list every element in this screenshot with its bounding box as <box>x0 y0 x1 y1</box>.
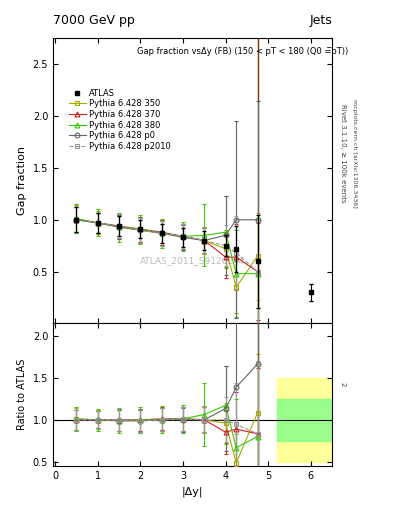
Y-axis label: Ratio to ATLAS: Ratio to ATLAS <box>17 359 27 431</box>
Legend: ATLAS, Pythia 6.428 350, Pythia 6.428 370, Pythia 6.428 380, Pythia 6.428 p0, Py: ATLAS, Pythia 6.428 350, Pythia 6.428 37… <box>66 86 174 154</box>
Text: mcplots.cern.ch [arXiv:1306.3436]: mcplots.cern.ch [arXiv:1306.3436] <box>352 99 357 208</box>
Text: Gap fraction vsΔy (FB) (150 < pT < 180 (Q0 =̅pT)): Gap fraction vsΔy (FB) (150 < pT < 180 (… <box>137 47 348 56</box>
Y-axis label: Gap fraction: Gap fraction <box>17 146 27 216</box>
Text: ATLAS_2011_S9126244: ATLAS_2011_S9126244 <box>140 256 245 265</box>
Text: 7000 GeV pp: 7000 GeV pp <box>53 14 135 27</box>
X-axis label: |Δy|: |Δy| <box>182 486 203 497</box>
Text: Jets: Jets <box>309 14 332 27</box>
Text: Rivet 3.1.10, ≥ 100k events: Rivet 3.1.10, ≥ 100k events <box>340 104 346 203</box>
Text: 2: 2 <box>340 382 346 386</box>
